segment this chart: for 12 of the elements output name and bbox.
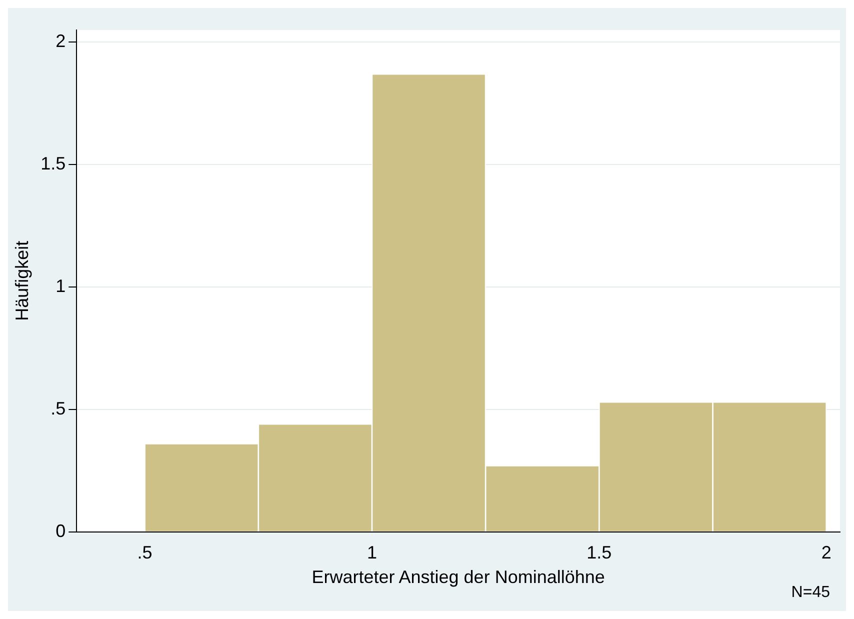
y-tick-label: 2 — [56, 31, 66, 52]
y-axis-title: Häufigkeit — [12, 240, 32, 321]
y-tick-label: 1.5 — [40, 154, 66, 174]
text: N=45 — [791, 584, 830, 601]
x-tick-label: 1.5 — [586, 542, 612, 563]
x-tick-label: 1 — [366, 542, 377, 563]
y-tick-label: .5 — [50, 398, 66, 418]
x-axis-title: Erwarteter Anstieg der Nominallöhne — [312, 567, 605, 588]
x-tick-label: .5 — [137, 542, 152, 563]
x-tick-label: 2 — [821, 542, 832, 563]
y-tick-label: 0 — [56, 520, 66, 541]
y-tick-label: 1 — [56, 276, 66, 296]
